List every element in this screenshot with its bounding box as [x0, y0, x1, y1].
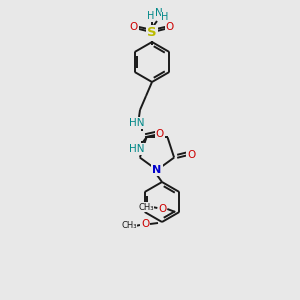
- Text: N: N: [155, 8, 163, 18]
- Text: HN: HN: [129, 118, 145, 128]
- Text: HN: HN: [129, 144, 145, 154]
- Text: S: S: [147, 26, 157, 40]
- Text: O: O: [130, 22, 138, 32]
- Text: O: O: [146, 202, 151, 211]
- Text: N: N: [154, 11, 161, 20]
- Text: O: O: [156, 129, 164, 139]
- Text: O: O: [158, 204, 166, 214]
- Text: O: O: [158, 204, 166, 214]
- Text: H: H: [161, 12, 169, 22]
- Text: CH₃: CH₃: [139, 202, 154, 211]
- Text: O: O: [141, 219, 149, 229]
- Text: O: O: [166, 22, 174, 32]
- Text: H: H: [147, 11, 155, 21]
- Text: N: N: [152, 165, 162, 175]
- Text: CH₃: CH₃: [121, 221, 137, 230]
- Text: H: H: [160, 14, 167, 23]
- Text: O: O: [187, 150, 195, 160]
- Text: H: H: [148, 13, 154, 22]
